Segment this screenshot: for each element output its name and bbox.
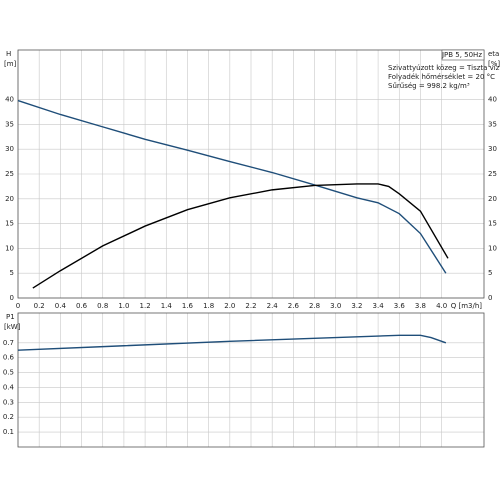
y-tick-label: 30 <box>5 145 14 153</box>
x-tick-label: 3.0 <box>330 302 341 310</box>
legend-box <box>441 49 485 61</box>
y2-tick-label: 40 <box>488 96 497 104</box>
x-tick-label: 0.6 <box>76 302 88 310</box>
x-axis-label: Q [m3/h] <box>451 302 483 310</box>
y-tick-label: 0.1 <box>3 428 14 436</box>
y2-tick-label: 25 <box>488 170 497 178</box>
x-tick-label: 3.2 <box>351 302 362 310</box>
y-tick-label: 5 <box>10 269 14 277</box>
y-tick-label: 0.7 <box>3 339 14 347</box>
y-axis-label: H <box>6 50 11 58</box>
x-tick-label: 2.6 <box>288 302 300 310</box>
x-tick-label: 2.4 <box>267 302 279 310</box>
y-tick-label: 0.6 <box>3 354 15 362</box>
y2-tick-label: 15 <box>488 220 497 228</box>
x-tick-label: 0.8 <box>97 302 108 310</box>
y-tick-label: 40 <box>5 96 14 104</box>
y-tick-label: 10 <box>5 244 14 252</box>
x-tick-label: 0 <box>16 302 20 310</box>
x-tick-label: 2.2 <box>245 302 256 310</box>
series-line <box>17 334 447 351</box>
x-tick-label: 3.6 <box>394 302 406 310</box>
note: Sűrűség = 998.2 kg/m³ <box>388 81 470 90</box>
note: Folyadék hőmérséklet = 20 °C <box>388 72 495 81</box>
series-line <box>32 183 449 289</box>
y-tick-label: 0 <box>10 294 14 302</box>
y-tick-label: 0.3 <box>3 398 14 406</box>
x-tick-label: 1.6 <box>182 302 194 310</box>
y-axis-label: P1 <box>6 313 15 321</box>
y-tick-label: 0.2 <box>3 413 14 421</box>
x-tick-label: 2.8 <box>309 302 320 310</box>
series-line <box>17 99 447 274</box>
y-tick-label: 15 <box>5 220 14 228</box>
y-axis-unit: [m] <box>4 60 17 68</box>
y-tick-label: 0.5 <box>3 369 14 377</box>
x-tick-label: 3.8 <box>415 302 426 310</box>
plot-frame <box>17 312 485 448</box>
plot-frame <box>17 49 485 299</box>
x-tick-label: 1.2 <box>140 302 151 310</box>
x-tick-label: 2.0 <box>224 302 235 310</box>
y-tick-label: 0.4 <box>3 383 15 391</box>
note: Szivattyúzott közeg = Tiszta víz <box>388 64 500 72</box>
x-tick-label: 1.8 <box>203 302 214 310</box>
x-tick-label: 4.0 <box>436 302 447 310</box>
y2-tick-label: 30 <box>488 145 497 153</box>
x-tick-label: 0.2 <box>34 302 45 310</box>
y-tick-label: 25 <box>5 170 14 178</box>
y2-tick-label: 0 <box>488 294 492 302</box>
legend-title: JPB 5, 50Hz <box>441 51 482 59</box>
y-tick-label: 20 <box>5 195 14 203</box>
x-tick-label: 1.0 <box>118 302 129 310</box>
y2-tick-label: 10 <box>488 244 497 252</box>
y2-tick-label: 20 <box>488 195 497 203</box>
x-tick-label: 1.4 <box>161 302 173 310</box>
y2-tick-label: 35 <box>488 120 497 128</box>
y2-tick-label: 5 <box>488 269 492 277</box>
x-tick-label: 3.4 <box>373 302 385 310</box>
y-axis-unit: [kW] <box>4 323 21 331</box>
y-tick-label: 35 <box>5 120 14 128</box>
y2-axis-label: eta <box>488 50 499 58</box>
x-tick-label: 0.4 <box>55 302 67 310</box>
y2-axis-unit: [%] <box>488 60 500 68</box>
